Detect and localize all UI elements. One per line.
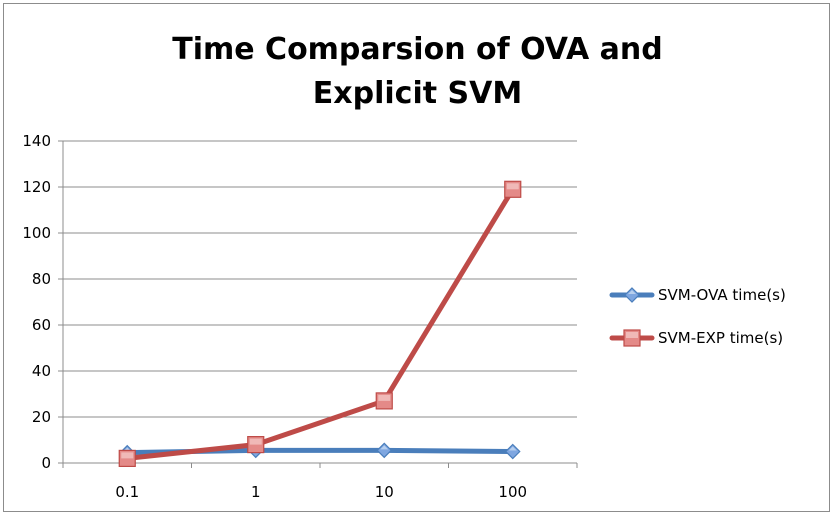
series-2-point [375,392,393,410]
y-tick-label: 80 [32,270,51,288]
y-tick-label: 40 [32,362,51,380]
y-tick-labels: 0 20 40 60 80 100 120 140 [22,132,51,472]
series-2-point [504,180,522,198]
series-1-point [376,442,393,459]
series-2-point [118,449,136,467]
x-tick-label: 100 [498,483,527,501]
y-tick-label: 20 [32,408,51,426]
y-tick-label: 0 [41,454,51,472]
legend-item: SVM-OVA time(s) [609,286,786,304]
series-1-point [504,443,521,460]
legend-item: SVM-EXP time(s) [609,329,783,347]
series-2-point [247,436,265,454]
y-tick-label: 100 [22,224,51,242]
x-tick-label: 10 [375,483,394,501]
axes [58,140,578,468]
x-tick-label: 0.1 [115,483,139,501]
series [118,180,522,467]
x-tick-labels: 0.1 1 10 100 [115,483,527,501]
legend: SVM-OVA time(s) SVM-EXP time(s) [609,286,786,347]
chart-title-text: Time Comparsion of OVA and Explicit SVM [172,32,663,111]
y-tick-label: 60 [32,316,51,334]
gridlines [63,140,577,418]
chart-title: Time Comparsion of OVA and Explicit SVM [0,28,835,116]
y-tick-label: 120 [22,178,51,196]
legend-marker [624,287,640,303]
chart-frame [3,3,830,512]
y-tick-label: 140 [22,132,51,150]
legend-label: SVM-EXP time(s) [658,329,783,347]
x-tick-label: 1 [251,483,261,501]
legend-label: SVM-OVA time(s) [658,286,786,304]
series-line-2 [124,186,516,461]
legend-marker [623,329,641,347]
